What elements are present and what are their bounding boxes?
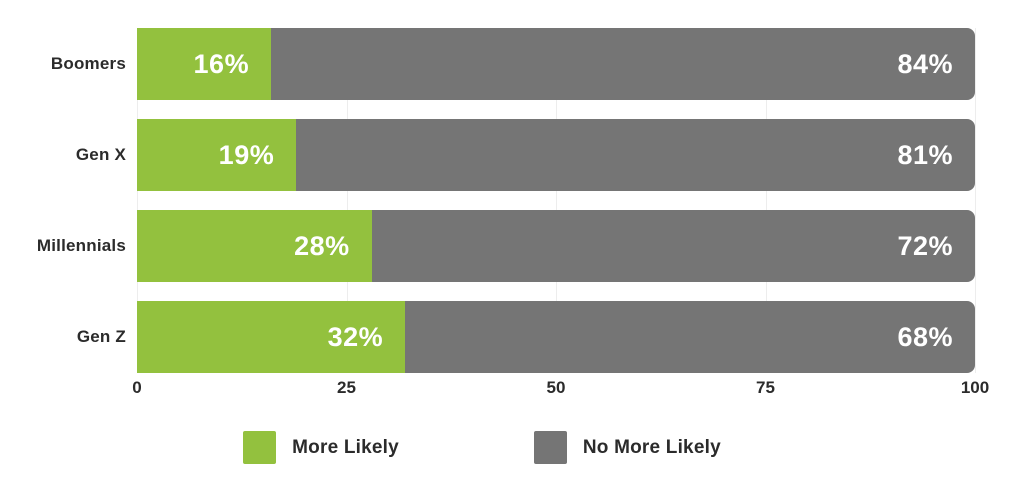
bar-segment-more-likely: 19% — [137, 119, 297, 191]
bar-row-gen-z: Gen Z 32% 68% — [77, 301, 975, 373]
plot-area: Boomers 16% 84% Gen X 19% 81% Millennials 28% 72… — [37, 28, 976, 373]
bar-segment-no-more-likely: 81% — [296, 119, 975, 191]
x-axis: 0 25 50 75 100 — [132, 378, 989, 401]
gridline — [765, 28, 767, 373]
bar-track: 32% 68% — [137, 301, 975, 373]
value-label: 68% — [897, 321, 953, 352]
bar-track: 19% 81% — [137, 119, 975, 191]
bar-track: 28% 72% — [137, 210, 975, 282]
x-tick-label: 25 — [337, 378, 356, 397]
legend-label: No More Likely — [582, 436, 721, 458]
bar-row-gen-x: Gen X 19% 81% — [76, 119, 975, 191]
bar-segment-more-likely: 32% — [137, 301, 406, 373]
value-label: 32% — [327, 321, 384, 352]
category-label: Gen X — [75, 145, 126, 164]
legend-item-more-likely: More Likely — [243, 431, 399, 464]
legend-label: More Likely — [292, 436, 399, 458]
legend-swatch-no-more-likely — [533, 431, 567, 464]
bar-segment-no-more-likely: 72% — [371, 210, 975, 282]
value-label: 72% — [897, 230, 953, 261]
legend-item-no-more-likely: No More Likely — [533, 431, 721, 464]
bar-row-millennials: Millennials 28% 72% — [37, 210, 975, 282]
x-tick-label: 100 — [960, 378, 990, 397]
x-tick-label: 50 — [546, 378, 566, 397]
bar-segment-more-likely: 28% — [137, 210, 372, 282]
category-label: Boomers — [50, 54, 126, 73]
x-tick-label: 0 — [132, 378, 142, 397]
value-label: 28% — [294, 230, 350, 261]
x-tick-label: 75 — [756, 378, 775, 397]
gridline — [556, 28, 557, 373]
gridline — [346, 28, 348, 373]
value-label: 19% — [218, 139, 275, 170]
value-label: 84% — [897, 48, 953, 79]
gridline — [975, 28, 976, 373]
category-label: Millennials — [36, 236, 126, 255]
value-label: 16% — [193, 48, 250, 79]
gridline — [137, 28, 138, 373]
legend: More Likely No More Likely — [0, 431, 964, 464]
bar-segment-more-likely: 16% — [137, 28, 272, 100]
legend-swatch-more-likely — [243, 431, 277, 464]
category-label: Gen Z — [76, 327, 126, 346]
bar-row-boomers: Boomers 16% 84% — [51, 28, 975, 100]
bar-track: 16% 84% — [137, 28, 975, 100]
value-label: 81% — [897, 139, 953, 170]
bar-segment-no-more-likely: 68% — [405, 301, 975, 373]
bar-segment-no-more-likely: 84% — [271, 28, 975, 100]
